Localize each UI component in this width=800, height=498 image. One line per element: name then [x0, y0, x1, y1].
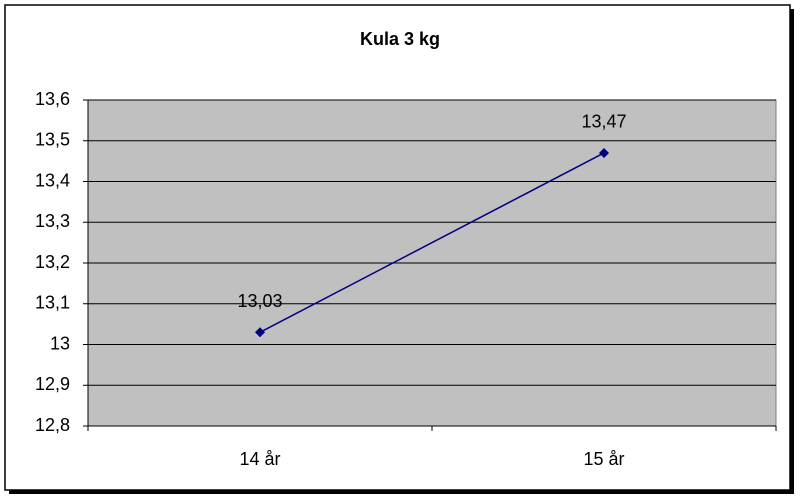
y-tick-label: 13,2 [35, 252, 70, 272]
y-tick-label: 13,3 [35, 211, 70, 231]
y-tick-label: 12,8 [35, 415, 70, 435]
y-tick-label: 13,5 [35, 130, 70, 150]
x-tick-label: 15 år [583, 449, 624, 469]
data-label: 13,03 [237, 291, 282, 311]
y-tick-label: 13,6 [35, 89, 70, 109]
point-marker [599, 147, 609, 158]
y-tick-label: 13,1 [35, 293, 70, 313]
x-tick-label: 14 år [239, 449, 280, 469]
y-tick-label: 13,4 [35, 170, 70, 190]
data-label: 13,47 [581, 112, 626, 132]
chart-title: Kula 3 kg [360, 29, 440, 49]
series-line [259, 152, 605, 333]
point-marker [255, 327, 265, 338]
y-tick-label: 12,9 [35, 374, 70, 394]
y-tick-label: 13 [50, 333, 70, 353]
